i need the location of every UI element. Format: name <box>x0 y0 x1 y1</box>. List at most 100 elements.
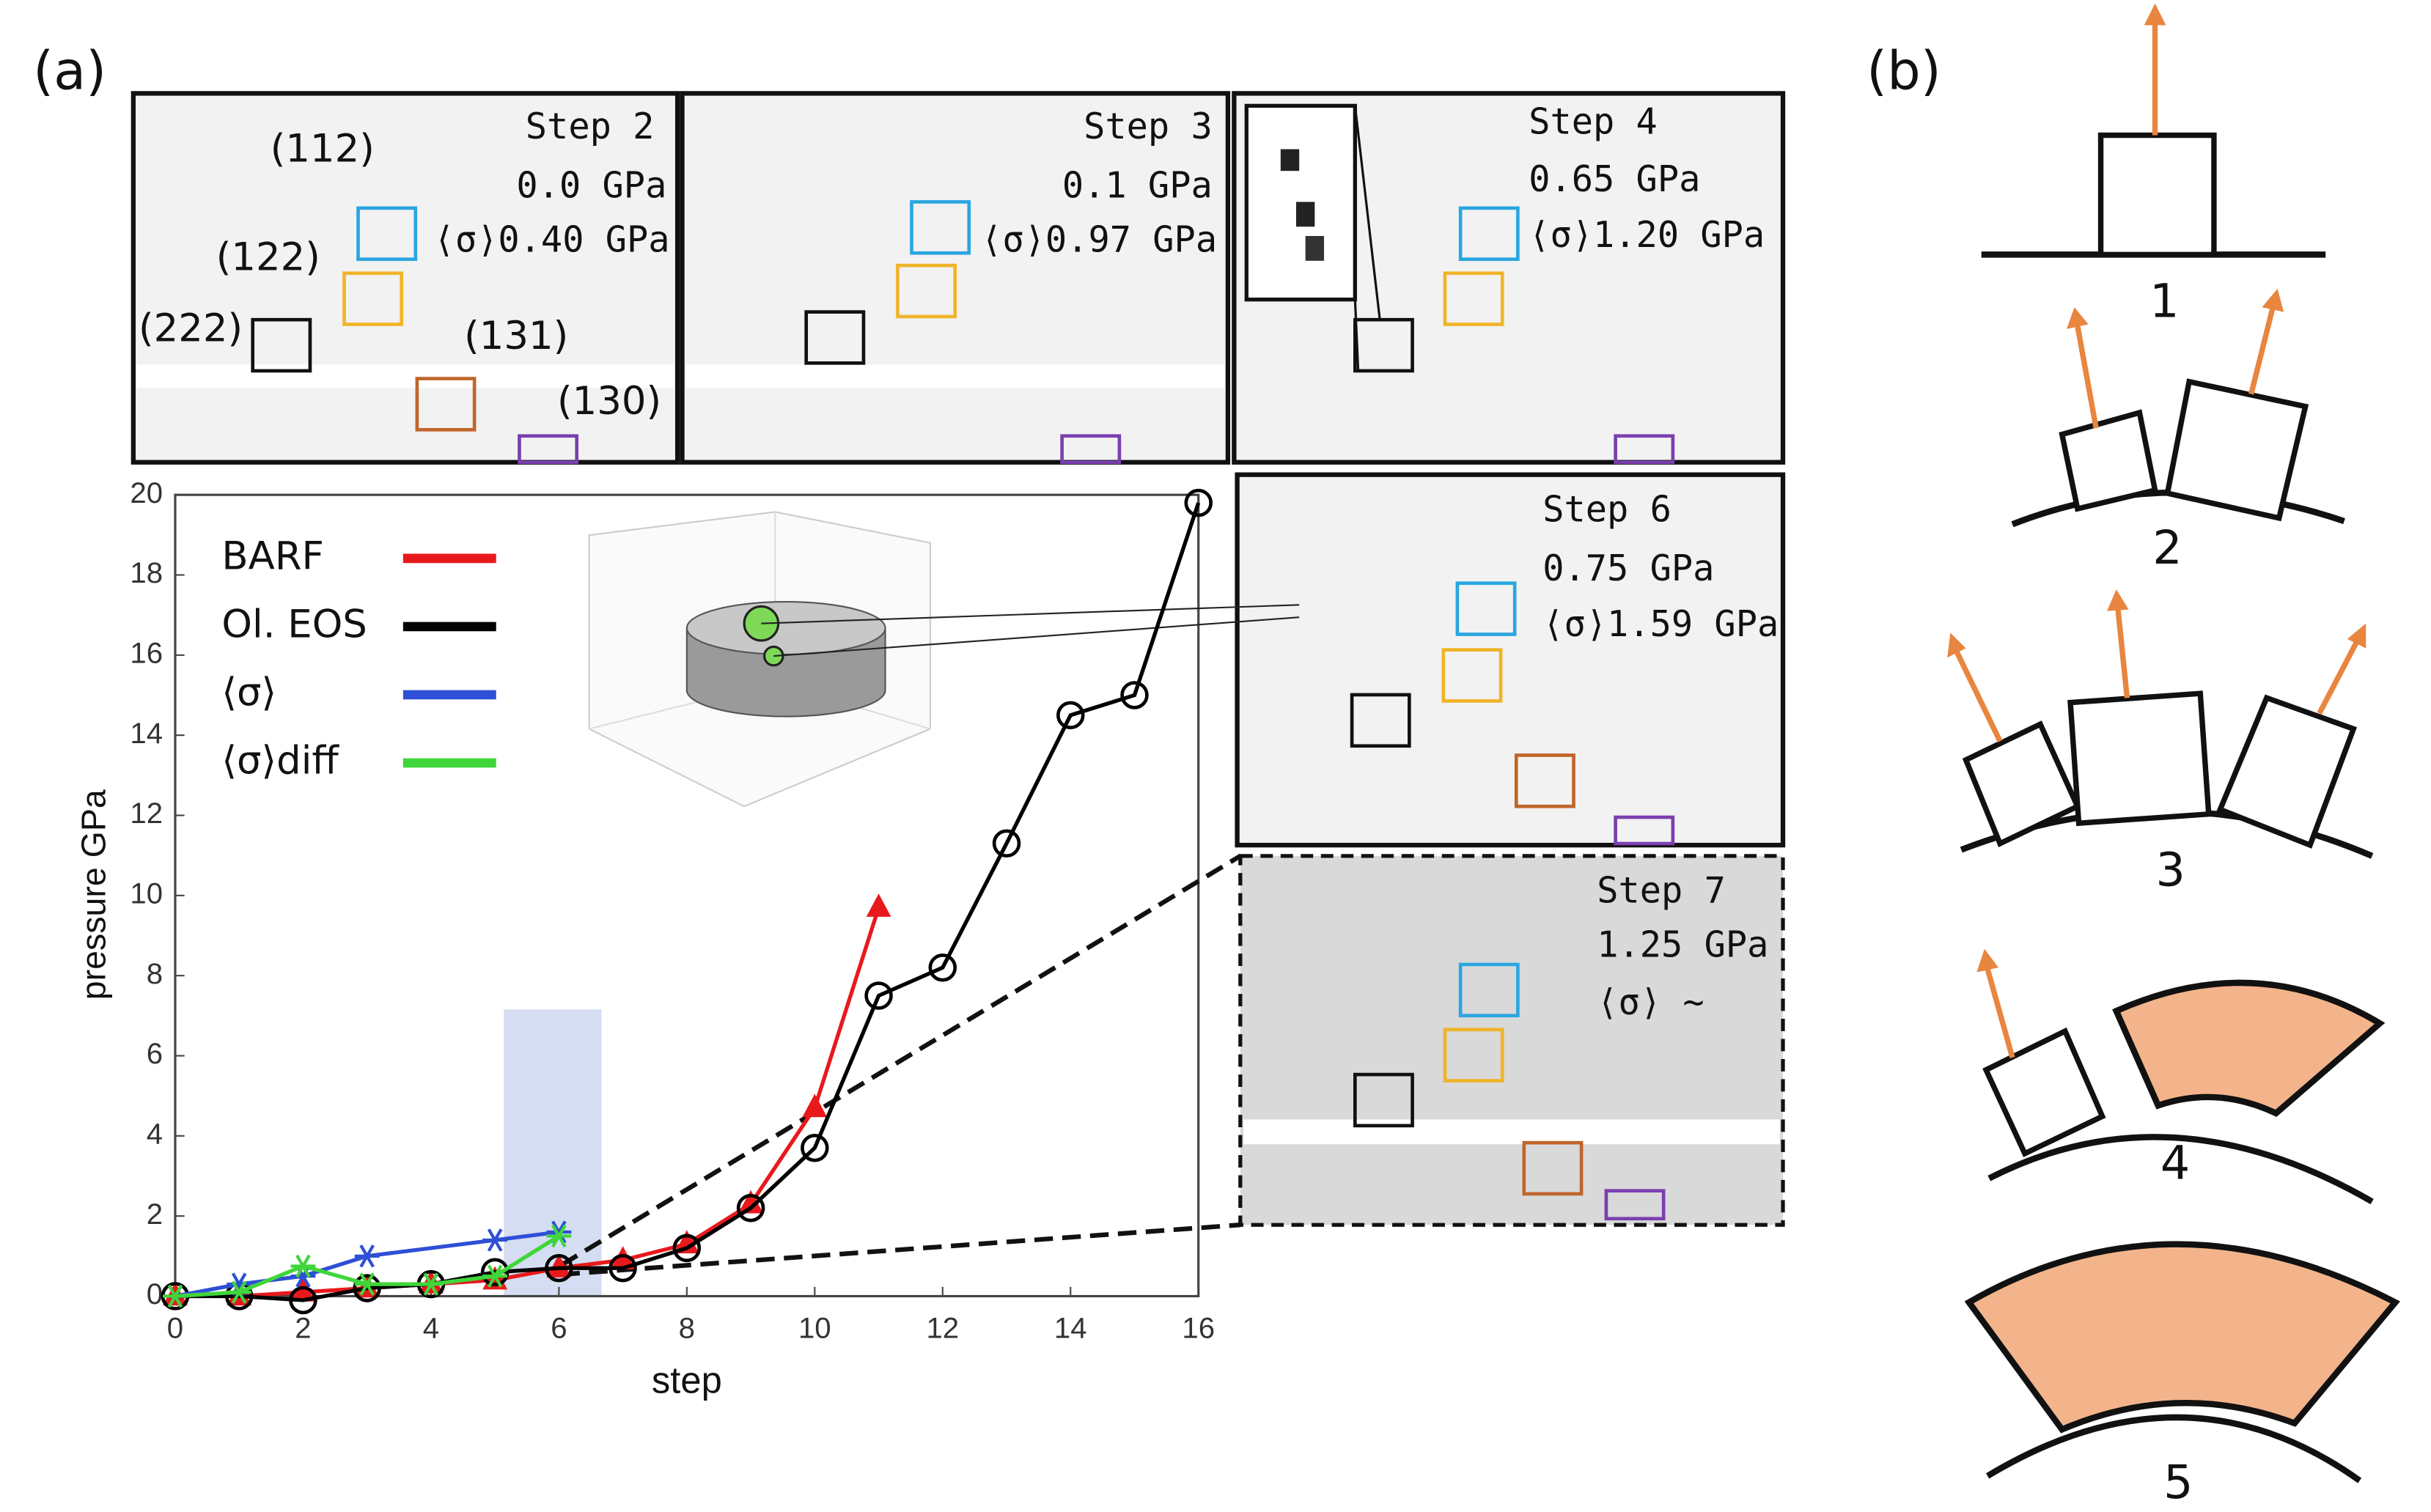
highlight <box>504 1009 602 1297</box>
marker <box>290 1278 316 1302</box>
y-tick-label: 4 <box>147 1117 163 1150</box>
x-tick-label: 0 <box>167 1312 183 1345</box>
marker <box>227 1272 252 1296</box>
x-tick-label: 6 <box>551 1312 567 1345</box>
series <box>163 1224 572 1308</box>
series-line <box>174 502 1201 1302</box>
zoom-line <box>559 854 1242 1267</box>
series <box>161 488 1213 1315</box>
legend-label: BARF <box>221 534 324 579</box>
zoom-line <box>561 1222 1241 1277</box>
y-tick-label: 16 <box>130 636 163 669</box>
marker <box>290 1264 316 1288</box>
marker <box>546 1224 572 1248</box>
x-tick-label: 16 <box>1182 1312 1215 1345</box>
marker <box>928 953 957 982</box>
panel-stress: ⟨σ⟩1.59 GPa <box>1542 604 1779 645</box>
diffraction-panel: Step 6 0.75 GPa ⟨σ⟩1.59 GPa <box>1235 472 1786 848</box>
marker <box>482 1228 508 1252</box>
y-tick-label: 6 <box>147 1037 163 1070</box>
marker <box>672 1233 702 1263</box>
peak-label: (122) <box>216 235 320 279</box>
diffraction-panel: Step 2 0.0 GPa ⟨σ⟩0.40 GPa (112) (122) (… <box>130 91 680 465</box>
y-tick-label: 10 <box>130 877 163 910</box>
y-tick-label: 14 <box>130 717 163 750</box>
peak-label: (222) <box>139 306 243 351</box>
panel-stress: ⟨σ⟩ ~ <box>1597 982 1704 1023</box>
y-tick-label: 20 <box>130 476 163 509</box>
x-tick-label: 4 <box>423 1312 439 1345</box>
peak-label: (112) <box>271 126 375 171</box>
y-tick-label: 18 <box>130 556 163 589</box>
marker <box>482 1264 508 1288</box>
marker <box>608 1253 637 1283</box>
marker <box>163 1284 188 1308</box>
marker <box>289 1286 317 1315</box>
x-axis-label: step <box>652 1359 722 1401</box>
marker <box>546 1254 572 1277</box>
stage-label: 1 <box>2149 274 2179 328</box>
panel-step: Step 3 <box>1084 106 1213 147</box>
stage-label: 5 <box>2163 1455 2193 1509</box>
x-tick-label: 14 <box>1054 1312 1087 1345</box>
marker <box>418 1272 444 1296</box>
marker <box>801 1133 829 1162</box>
marker <box>1184 488 1213 517</box>
x-tick-label: 12 <box>926 1312 959 1345</box>
marker <box>992 829 1021 858</box>
legend-label: ⟨σ⟩ <box>221 671 276 715</box>
marker <box>480 1258 510 1286</box>
panel-pressure: 0.0 GPa <box>516 165 666 206</box>
marker <box>674 1230 699 1254</box>
panel-stress: ⟨σ⟩0.40 GPa <box>434 219 670 260</box>
diffraction-panel: Step 3 0.1 GPa ⟨σ⟩0.97 GPa <box>680 91 1231 465</box>
marker <box>353 1274 381 1302</box>
y-tick-label: 8 <box>147 957 163 990</box>
marker <box>864 981 893 1010</box>
panel-step: Step 4 <box>1529 102 1658 143</box>
peak-label: (130) <box>557 379 661 424</box>
x-tick-label: 8 <box>679 1312 695 1345</box>
marker <box>290 1254 316 1278</box>
legend-label: ⟨σ⟩diff <box>221 739 339 783</box>
marker <box>738 1190 764 1214</box>
panel-step: Step 7 <box>1597 871 1726 912</box>
panel-step: Step 6 <box>1542 489 1671 530</box>
x-tick-label: 2 <box>295 1312 311 1345</box>
y-tick-label: 2 <box>147 1198 163 1231</box>
marker <box>736 1193 765 1222</box>
stage-label: 4 <box>2160 1135 2190 1190</box>
stage-label: 3 <box>2156 843 2185 897</box>
stage-label: 2 <box>2152 520 2182 575</box>
panel-pressure: 0.65 GPa <box>1529 159 1700 200</box>
marker <box>545 1253 573 1283</box>
y-tick-label: 12 <box>130 797 163 830</box>
diffraction-panel: Step 4 0.65 GPa ⟨σ⟩1.20 GPa <box>1232 91 1786 465</box>
peak-label: (131) <box>464 314 568 358</box>
marker <box>546 1220 572 1244</box>
panel-label: (a) <box>33 40 106 102</box>
panel-pressure: 1.25 GPa <box>1597 925 1768 966</box>
inset-3d <box>588 511 1300 808</box>
diffraction-panel: Step 7 1.25 GPa ⟨σ⟩ ~ <box>1238 854 1785 1227</box>
marker <box>354 1272 380 1296</box>
marker <box>354 1244 380 1268</box>
panel-stress: ⟨σ⟩0.97 GPa <box>981 219 1217 260</box>
legend-label: Ol. EOS <box>221 602 367 647</box>
panel-label: (b) <box>1867 40 1941 102</box>
y-tick-label: 0 <box>147 1277 163 1310</box>
panel-pressure: 0.1 GPa <box>1062 165 1213 206</box>
marker <box>866 893 891 917</box>
y-axis-label: pressure GPa <box>74 789 112 1000</box>
panel-pressure: 0.75 GPa <box>1542 548 1714 589</box>
panel-stress: ⟨σ⟩1.20 GPa <box>1529 215 1765 256</box>
panel-step: Step 2 <box>526 106 655 147</box>
marker <box>1056 701 1085 730</box>
marker <box>802 1094 828 1118</box>
marker <box>1120 681 1149 709</box>
marker <box>610 1246 636 1269</box>
marker <box>227 1280 252 1304</box>
schematic: 1 2 3 4 5 <box>1947 3 2400 1509</box>
